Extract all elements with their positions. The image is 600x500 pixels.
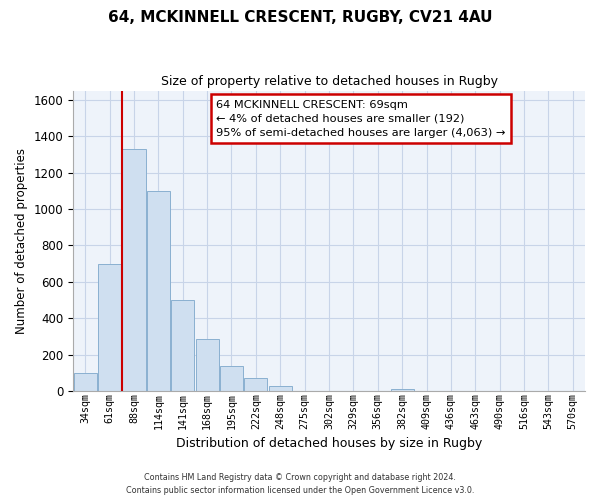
Bar xyxy=(98,264,121,392)
Text: Contains HM Land Registry data © Crown copyright and database right 2024.
Contai: Contains HM Land Registry data © Crown c… xyxy=(126,474,474,495)
Y-axis label: Number of detached properties: Number of detached properties xyxy=(15,148,28,334)
Bar xyxy=(269,386,292,392)
Bar xyxy=(196,340,218,392)
Bar xyxy=(147,191,170,392)
X-axis label: Distribution of detached houses by size in Rugby: Distribution of detached houses by size … xyxy=(176,437,482,450)
Text: 64, MCKINNELL CRESCENT, RUGBY, CV21 4AU: 64, MCKINNELL CRESCENT, RUGBY, CV21 4AU xyxy=(108,10,492,25)
Text: 64 MCKINNELL CRESCENT: 69sqm
← 4% of detached houses are smaller (192)
95% of se: 64 MCKINNELL CRESCENT: 69sqm ← 4% of det… xyxy=(217,100,506,138)
Bar xyxy=(74,373,97,392)
Bar xyxy=(391,388,414,392)
Bar xyxy=(122,149,146,392)
Bar xyxy=(244,378,268,392)
Bar xyxy=(171,300,194,392)
Bar xyxy=(220,366,243,392)
Title: Size of property relative to detached houses in Rugby: Size of property relative to detached ho… xyxy=(161,75,497,88)
